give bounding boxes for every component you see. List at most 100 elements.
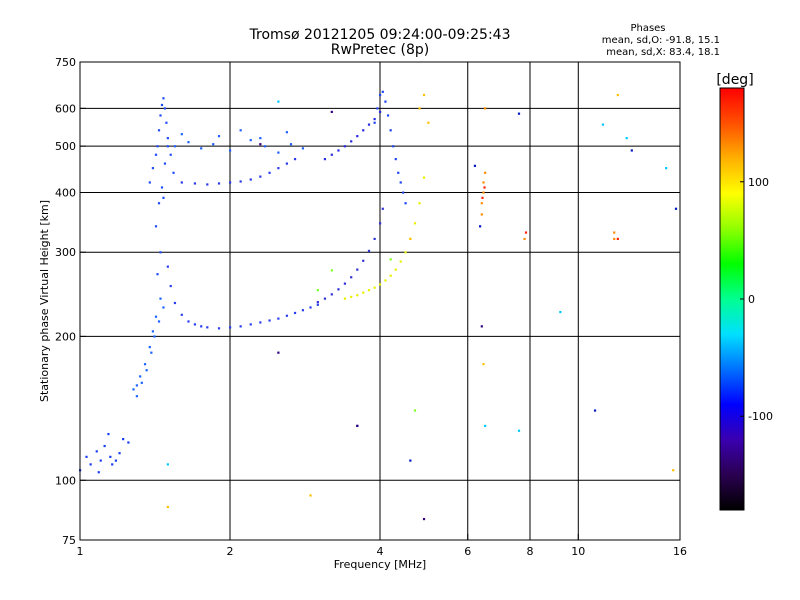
data-point <box>169 284 172 288</box>
y-tick-label: 500 <box>55 140 76 153</box>
colorbar-tick-label: -100 <box>748 410 773 423</box>
data-point <box>127 441 130 444</box>
data-point <box>277 167 280 170</box>
data-point <box>381 207 384 210</box>
y-tick-label: 75 <box>62 534 76 547</box>
data-point <box>559 310 562 314</box>
stats-heading: Phases <box>630 23 665 34</box>
data-point <box>367 249 371 253</box>
data-point <box>162 97 165 100</box>
data-point <box>157 202 161 205</box>
data-point <box>427 121 430 124</box>
data-point <box>206 183 209 186</box>
y-tick-label: 600 <box>55 102 76 115</box>
data-point <box>229 326 232 329</box>
data-point <box>217 135 221 138</box>
data-point <box>157 320 161 323</box>
data-point <box>268 171 271 174</box>
data-point <box>229 181 232 184</box>
data-point <box>166 137 169 140</box>
data-point <box>373 121 376 124</box>
data-point <box>162 196 165 199</box>
data-point <box>323 158 327 161</box>
colorbar-ticks: 100 0 -100 <box>740 176 773 423</box>
data-point <box>362 259 365 262</box>
data-point <box>165 121 168 124</box>
data-point <box>200 325 203 328</box>
colorbar-tick-label: 100 <box>748 176 769 189</box>
y-tick-label: 750 <box>55 56 76 69</box>
data-point <box>163 162 167 165</box>
data-point <box>337 149 340 152</box>
data-point <box>330 110 333 114</box>
data-point <box>482 363 485 366</box>
data-point <box>356 268 359 271</box>
data-point <box>517 429 521 432</box>
data-point <box>103 444 106 448</box>
data-point <box>200 147 203 150</box>
data-point <box>613 231 616 234</box>
data-point <box>301 147 305 150</box>
data-point <box>153 335 156 338</box>
data-point <box>156 273 159 276</box>
data-point <box>413 222 417 225</box>
data-point <box>239 325 242 328</box>
data-point <box>135 395 138 398</box>
data-point <box>285 314 288 317</box>
x-tick-label: 6 <box>464 545 471 558</box>
data-point <box>160 103 164 107</box>
data-point <box>145 369 148 372</box>
y-tick-label: 200 <box>55 330 76 343</box>
data-point <box>172 171 175 174</box>
data-point <box>163 107 167 110</box>
data-point <box>665 167 668 170</box>
data-point <box>277 317 280 320</box>
colorbar-tick-label: 0 <box>748 293 755 306</box>
data-point <box>483 186 486 189</box>
data-point <box>263 145 267 148</box>
data-point <box>394 268 397 271</box>
data-point <box>480 213 483 216</box>
data-point <box>356 424 359 428</box>
data-point <box>418 107 421 110</box>
data-point <box>517 112 521 115</box>
data-point <box>180 313 183 316</box>
data-point <box>140 381 143 384</box>
data-point <box>111 463 114 466</box>
data-point <box>166 265 169 268</box>
data-point <box>166 463 169 466</box>
data-point <box>97 471 100 474</box>
data-point <box>187 320 190 323</box>
data-point <box>107 432 110 436</box>
data-point <box>285 162 288 165</box>
data-point <box>389 129 392 132</box>
data-point <box>330 269 333 272</box>
y-tick-label: 400 <box>55 186 76 199</box>
stats-line-x: mean, sd,X: 83.4, 18.1 <box>606 47 720 58</box>
data-point <box>672 469 675 472</box>
data-point <box>239 129 242 132</box>
data-point <box>99 459 102 462</box>
data-point <box>268 319 271 322</box>
data-point <box>180 133 183 136</box>
data-point <box>379 222 382 225</box>
data-point <box>109 455 112 458</box>
data-point <box>484 171 487 174</box>
data-point <box>301 309 305 312</box>
y-tick-label: 100 <box>55 474 76 487</box>
data-point <box>356 135 359 138</box>
data-point <box>132 388 135 391</box>
data-point <box>293 311 297 315</box>
y-axis: 75 100 200 300 400 500 600 750 <box>55 56 86 547</box>
data-point <box>362 129 365 132</box>
stats-line-o: mean, sd,O: -91.8, 15.1 <box>602 35 720 46</box>
data-point <box>259 137 262 140</box>
data-point <box>343 145 347 148</box>
data-point <box>381 90 384 93</box>
x-tick-label: 2 <box>227 545 234 558</box>
x-tick-label: 1 <box>77 545 84 558</box>
data-point <box>343 282 347 285</box>
data-point <box>392 145 395 148</box>
data-point <box>239 180 242 183</box>
data-point <box>309 306 312 309</box>
